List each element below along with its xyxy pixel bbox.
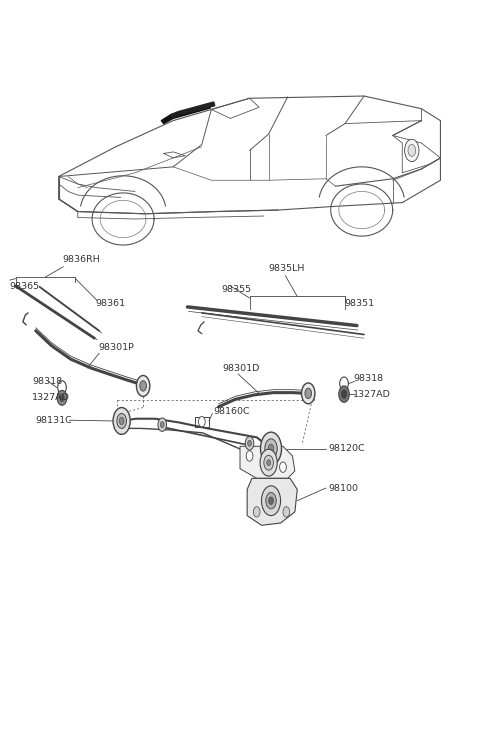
Circle shape: [253, 506, 260, 517]
Text: 9835LH: 9835LH: [269, 263, 305, 273]
Circle shape: [261, 432, 281, 465]
Circle shape: [262, 485, 281, 515]
Text: 98351: 98351: [344, 299, 374, 308]
Text: 98131C: 98131C: [36, 416, 72, 425]
Circle shape: [264, 456, 274, 470]
Circle shape: [341, 390, 347, 399]
Circle shape: [260, 450, 277, 476]
Circle shape: [160, 422, 164, 428]
Text: 98100: 98100: [328, 483, 358, 492]
Circle shape: [136, 375, 150, 396]
Text: 9836RH: 9836RH: [62, 256, 100, 265]
Circle shape: [60, 394, 64, 402]
Text: 98160C: 98160C: [214, 407, 251, 416]
Circle shape: [269, 497, 274, 504]
Circle shape: [113, 408, 130, 435]
Text: 98318: 98318: [353, 374, 383, 383]
Circle shape: [301, 383, 315, 404]
Text: 98365: 98365: [9, 281, 39, 290]
Circle shape: [248, 441, 252, 447]
Circle shape: [340, 377, 348, 390]
Circle shape: [266, 492, 276, 509]
Circle shape: [140, 381, 146, 391]
Circle shape: [245, 437, 254, 450]
Circle shape: [405, 139, 419, 162]
Polygon shape: [240, 447, 295, 478]
Circle shape: [408, 144, 416, 156]
Circle shape: [305, 388, 312, 399]
Circle shape: [339, 386, 349, 402]
Text: 98318: 98318: [33, 377, 62, 386]
Polygon shape: [247, 478, 297, 525]
Circle shape: [57, 390, 67, 405]
Circle shape: [199, 417, 205, 427]
Text: 98120C: 98120C: [328, 444, 365, 453]
Circle shape: [117, 414, 126, 429]
Text: 1327AD: 1327AD: [353, 390, 391, 399]
Polygon shape: [161, 104, 210, 123]
Circle shape: [283, 506, 289, 517]
Circle shape: [267, 460, 271, 466]
Circle shape: [246, 451, 253, 462]
Text: 98301D: 98301D: [223, 364, 260, 373]
Circle shape: [268, 444, 274, 453]
Circle shape: [58, 381, 66, 394]
Circle shape: [119, 417, 124, 425]
Circle shape: [280, 462, 286, 473]
Circle shape: [158, 418, 167, 432]
Circle shape: [265, 439, 277, 459]
Polygon shape: [171, 102, 215, 117]
Text: 98361: 98361: [95, 298, 125, 307]
Text: 1327AD: 1327AD: [33, 393, 70, 402]
Text: 98301P: 98301P: [99, 343, 134, 352]
Text: 98355: 98355: [222, 285, 252, 294]
